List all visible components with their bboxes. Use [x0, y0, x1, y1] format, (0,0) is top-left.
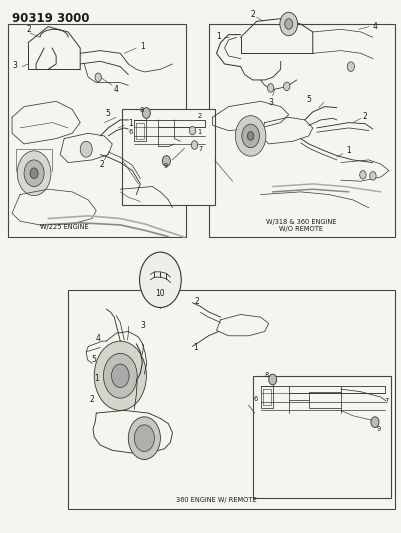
- Circle shape: [280, 12, 298, 36]
- Circle shape: [162, 156, 170, 166]
- Text: 8: 8: [139, 107, 143, 114]
- Text: 2: 2: [194, 297, 199, 305]
- Circle shape: [347, 62, 354, 71]
- Text: 1: 1: [346, 146, 351, 155]
- Text: 2: 2: [100, 160, 105, 168]
- Circle shape: [95, 73, 101, 82]
- Circle shape: [371, 417, 379, 427]
- Text: 3: 3: [269, 98, 273, 107]
- Text: 90319 3000: 90319 3000: [12, 12, 89, 25]
- Text: 7: 7: [385, 398, 389, 404]
- Text: 1: 1: [198, 129, 202, 135]
- Text: 10: 10: [156, 289, 165, 297]
- Text: 4: 4: [96, 334, 101, 343]
- Text: 2: 2: [198, 113, 202, 119]
- Text: 9: 9: [163, 163, 167, 169]
- Text: 360 ENGINE W/ REMOTE: 360 ENGINE W/ REMOTE: [176, 497, 257, 503]
- Text: 1: 1: [193, 343, 198, 352]
- Circle shape: [284, 82, 290, 91]
- Circle shape: [189, 126, 196, 135]
- Text: 3: 3: [13, 61, 18, 69]
- Text: 4: 4: [114, 85, 119, 93]
- Circle shape: [191, 141, 198, 149]
- Text: 1: 1: [216, 32, 221, 41]
- Circle shape: [103, 353, 137, 398]
- Circle shape: [370, 172, 376, 180]
- Circle shape: [360, 171, 366, 179]
- Bar: [209, 24, 395, 237]
- Text: 9: 9: [377, 425, 381, 432]
- Text: 5: 5: [106, 109, 111, 118]
- Circle shape: [111, 364, 129, 387]
- Text: 5: 5: [92, 356, 97, 364]
- Circle shape: [128, 417, 160, 459]
- Circle shape: [235, 116, 266, 156]
- Text: 2: 2: [250, 11, 255, 19]
- Circle shape: [242, 124, 259, 148]
- Circle shape: [30, 168, 38, 179]
- Bar: [253, 376, 391, 498]
- Text: 2: 2: [363, 112, 367, 120]
- Circle shape: [140, 252, 181, 308]
- Circle shape: [80, 141, 92, 157]
- Text: 3: 3: [140, 321, 145, 329]
- Text: 2: 2: [26, 26, 31, 34]
- Text: 1: 1: [94, 374, 99, 383]
- Text: 1: 1: [140, 43, 145, 51]
- Text: 2: 2: [90, 395, 95, 404]
- Bar: [8, 24, 186, 237]
- Text: 6: 6: [128, 129, 132, 135]
- Circle shape: [142, 108, 150, 118]
- Text: W/225 ENGINE: W/225 ENGINE: [40, 224, 89, 230]
- Circle shape: [17, 151, 51, 196]
- Text: W/318 & 360 ENGINE
W/O REMOTE: W/318 & 360 ENGINE W/O REMOTE: [265, 220, 336, 232]
- Text: 7: 7: [198, 146, 203, 152]
- Text: 6: 6: [254, 395, 258, 402]
- Text: 8: 8: [265, 372, 269, 378]
- Circle shape: [94, 341, 146, 410]
- Bar: [122, 109, 215, 205]
- Circle shape: [285, 19, 293, 29]
- Circle shape: [247, 132, 254, 140]
- Bar: [68, 290, 395, 509]
- Circle shape: [267, 84, 274, 92]
- Text: 5: 5: [306, 95, 311, 103]
- Text: 1: 1: [128, 119, 133, 128]
- Text: 4: 4: [373, 22, 377, 31]
- Circle shape: [269, 374, 277, 385]
- Circle shape: [134, 425, 154, 451]
- Circle shape: [24, 160, 44, 187]
